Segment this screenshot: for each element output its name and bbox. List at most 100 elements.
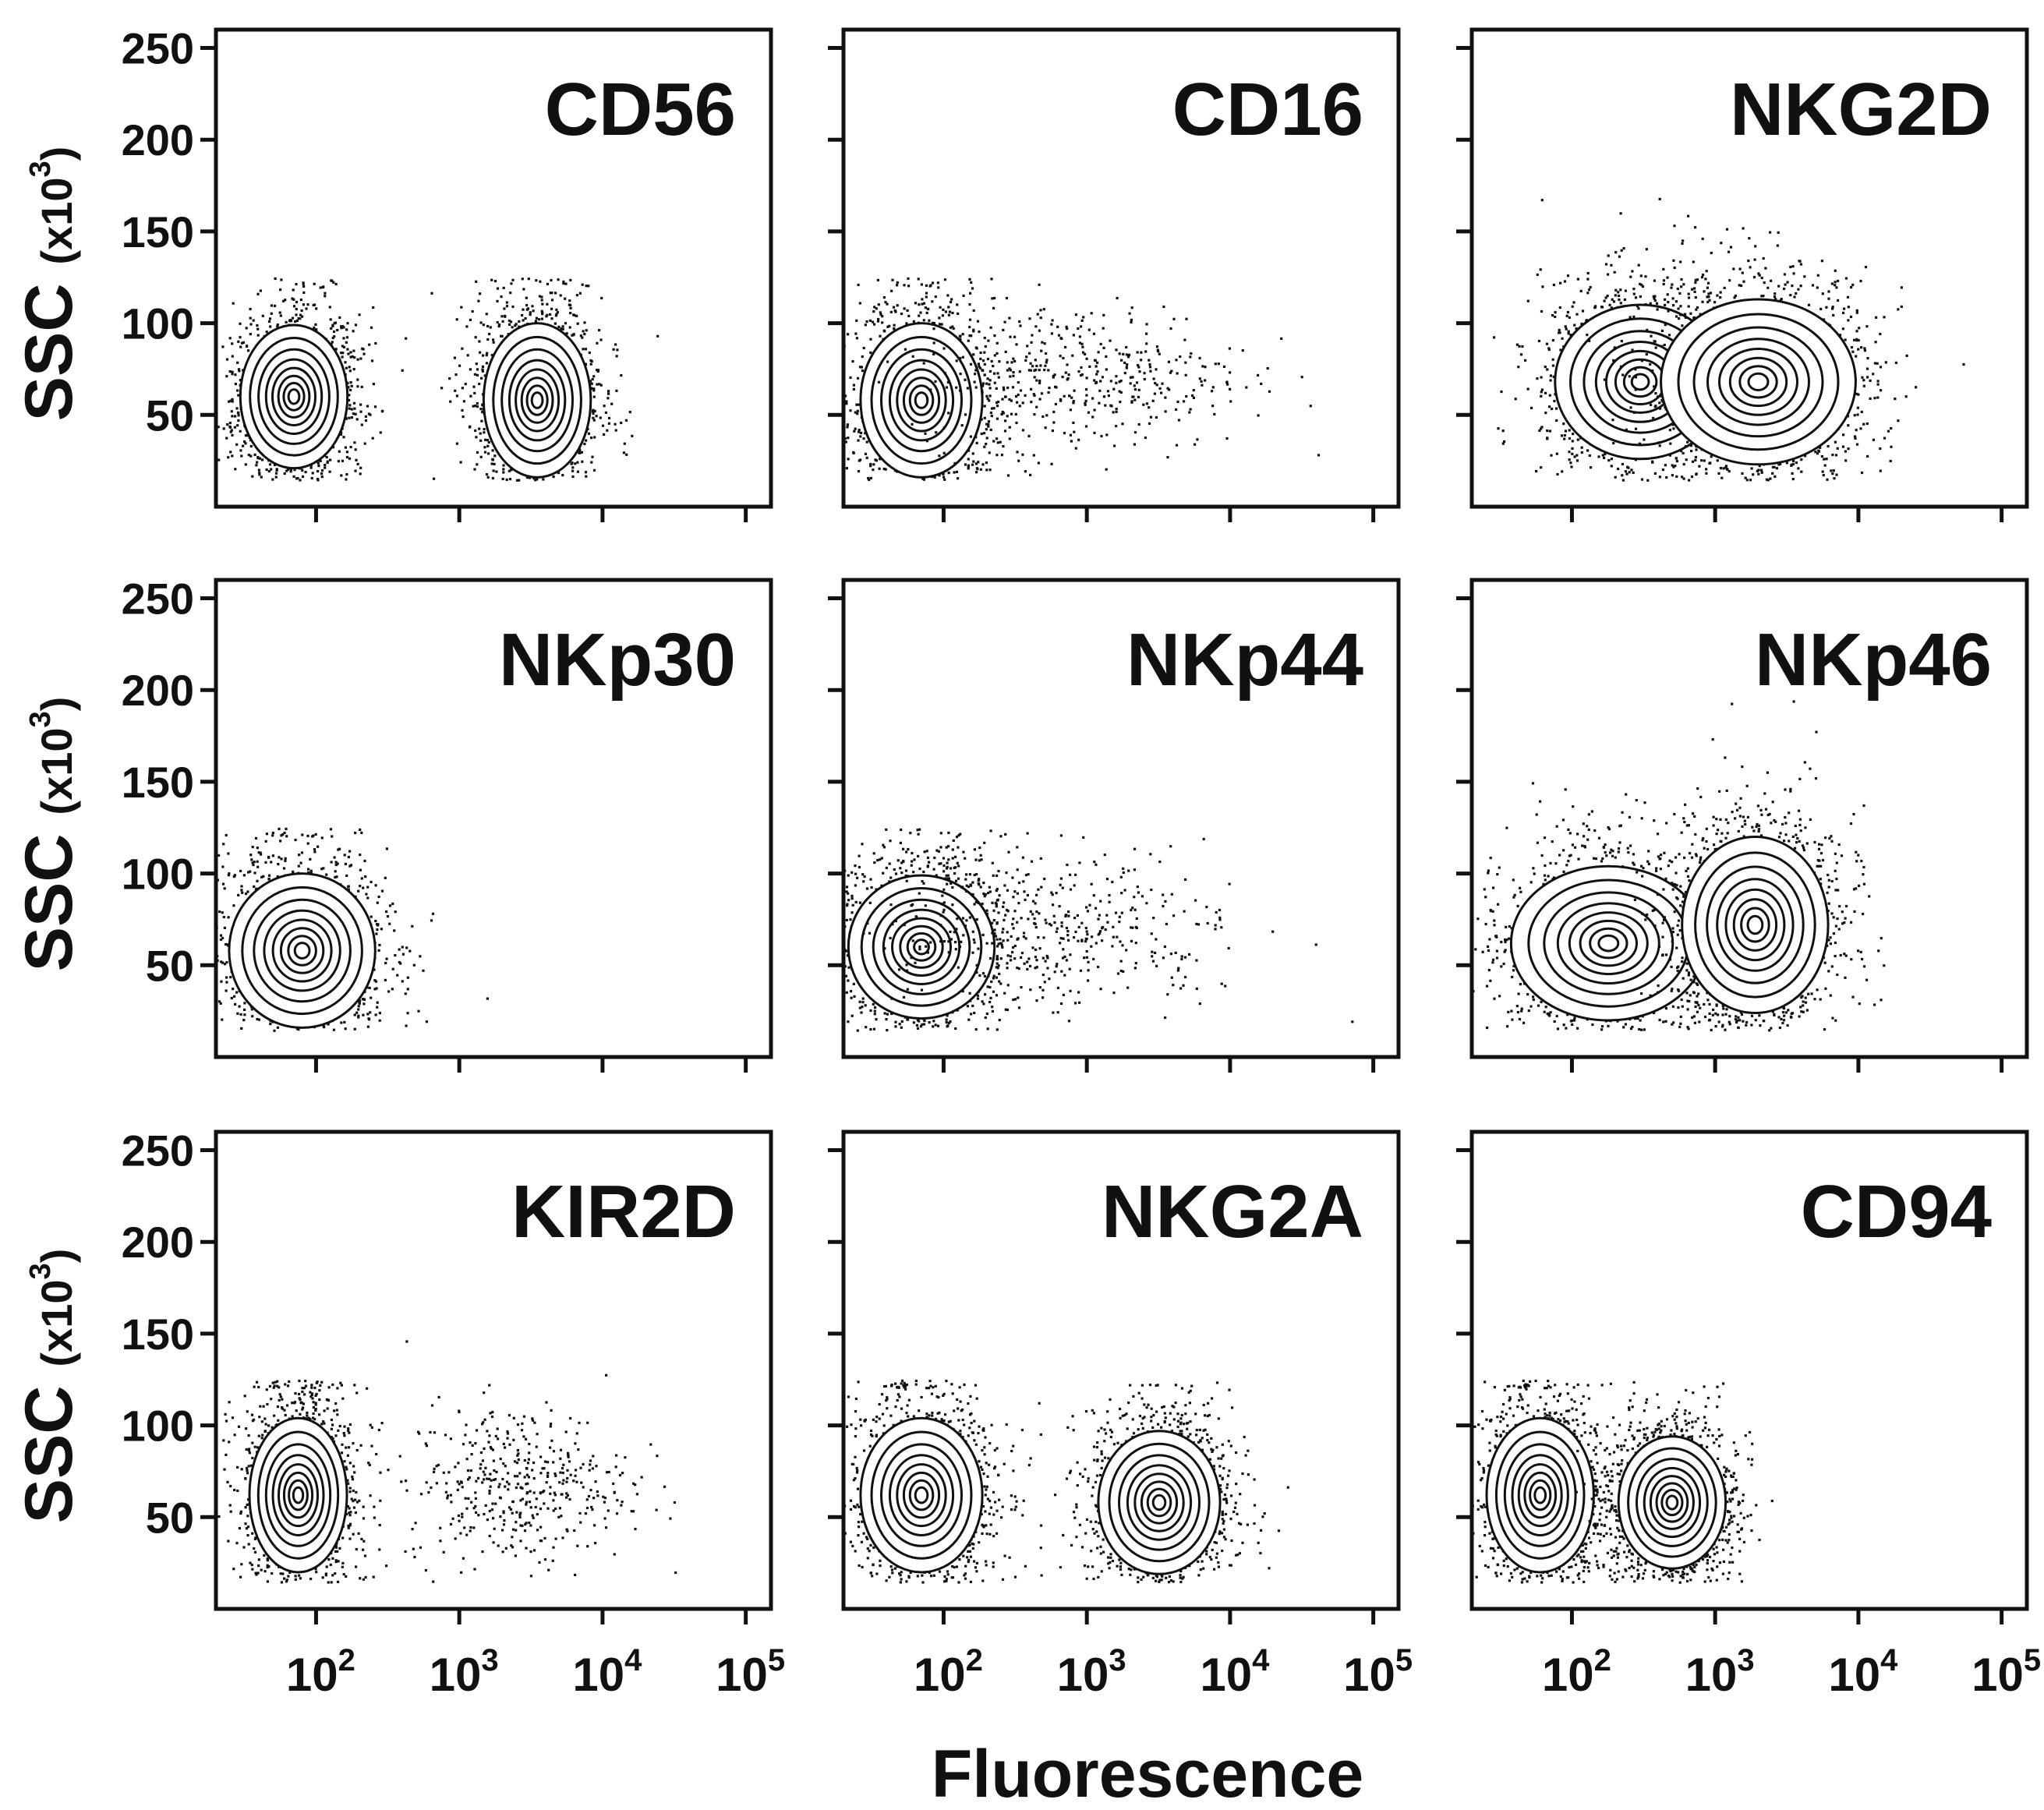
event-dot [797, 297, 799, 299]
event-dot [1192, 396, 1195, 399]
event-dot [340, 474, 343, 477]
event-dot [231, 400, 234, 403]
event-dot [502, 464, 505, 467]
event-dot [1125, 345, 1128, 349]
event-dot [373, 405, 377, 408]
event-dot [1004, 419, 1007, 422]
event-dot [953, 471, 956, 474]
event-dot [1245, 386, 1248, 389]
event-dot [461, 415, 465, 419]
event-dot [849, 409, 852, 412]
event-dot [872, 310, 875, 313]
event-dot [1000, 454, 1003, 457]
event-dot [882, 467, 886, 471]
event-dot [270, 312, 273, 315]
event-dot [556, 311, 559, 314]
event-dot [237, 414, 240, 417]
event-dot [1065, 325, 1068, 328]
event-dot [1530, 406, 1533, 409]
event-dot [258, 473, 261, 476]
event-dot [320, 475, 324, 479]
contour-level [914, 391, 929, 409]
event-dot [979, 468, 982, 471]
event-dot [946, 380, 950, 384]
event-dot [1115, 408, 1118, 411]
event-dot [353, 356, 356, 359]
event-dot [1666, 276, 1669, 279]
panel-frame [841, 27, 1401, 509]
event-dot [603, 433, 606, 436]
event-dot [606, 397, 610, 400]
event-dot [347, 352, 350, 355]
event-dot [581, 336, 584, 339]
event-dot [352, 412, 355, 415]
event-dot [942, 472, 945, 475]
event-dot [1085, 376, 1088, 380]
event-dot [295, 283, 298, 286]
event-dot [592, 375, 596, 378]
event-dot [855, 319, 858, 322]
event-dot [479, 439, 483, 442]
event-dot [578, 449, 582, 452]
event-dot [931, 300, 934, 303]
event-dot [993, 334, 996, 338]
event-dot [1070, 396, 1073, 399]
event-dot [585, 285, 588, 288]
event-dot [469, 368, 472, 371]
event-dot [968, 326, 971, 329]
event-dot [1038, 369, 1041, 372]
population-1 [216, 277, 408, 482]
event-dot [555, 308, 558, 311]
event-dot [829, 318, 831, 320]
event-dot [928, 319, 931, 322]
event-dot [873, 306, 876, 309]
event-dot [934, 295, 937, 299]
event-dot [1017, 459, 1020, 462]
event-dot [348, 394, 351, 397]
event-dot [1154, 382, 1157, 385]
event-dot [243, 440, 246, 444]
event-dot [231, 342, 234, 345]
event-dot [1200, 380, 1203, 383]
event-dot [348, 366, 351, 369]
event-dot [983, 405, 986, 408]
event-dot [925, 295, 928, 299]
event-dot [1051, 430, 1054, 433]
event-dot [957, 477, 960, 480]
event-dot [856, 376, 860, 380]
event-dot [937, 286, 940, 289]
event-dot [1080, 366, 1083, 369]
event-dot [247, 454, 250, 457]
event-dot [905, 322, 908, 325]
event-dot [1024, 359, 1027, 362]
event-dot [569, 303, 572, 307]
event-dot [861, 369, 865, 373]
event-dot [1587, 288, 1591, 292]
event-dot [972, 309, 975, 313]
event-dot [918, 303, 921, 306]
event-dot [1038, 381, 1041, 385]
event-dot [884, 301, 887, 304]
event-dot [907, 314, 911, 317]
event-dot [1035, 364, 1038, 368]
event-dot [858, 403, 861, 406]
event-dot [1038, 283, 1041, 286]
event-dot [1009, 369, 1012, 372]
event-dot [469, 318, 472, 321]
event-dot [345, 455, 348, 459]
event-dot [864, 323, 867, 327]
event-dot [493, 462, 496, 465]
event-dot [239, 322, 242, 325]
event-dot [1036, 313, 1039, 316]
event-dot [299, 299, 302, 302]
event-dot [958, 334, 961, 338]
event-dot [495, 470, 498, 473]
event-dot [1268, 390, 1271, 393]
event-dot [473, 391, 476, 394]
event-dot [990, 415, 993, 418]
event-dot [521, 278, 524, 281]
event-dot [1137, 366, 1140, 369]
event-dot [1074, 313, 1077, 316]
event-dot [1045, 352, 1048, 355]
